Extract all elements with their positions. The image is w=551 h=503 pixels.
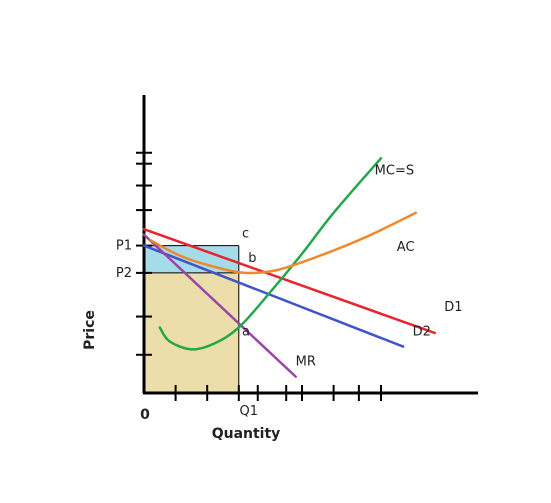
axis-ticks: Q1 P1 P2: [116, 151, 382, 419]
x-tick-label-q1: Q1: [240, 404, 259, 419]
chart-labels: Quantity Price 0 MC=S AC D1 D2 MR cb a: [82, 164, 462, 442]
series-d1: [142, 227, 436, 335]
annotation-mr: MR: [296, 355, 316, 370]
annotation-ac: AC: [397, 240, 415, 255]
y-tick-label-p1: P1: [116, 239, 132, 254]
series-mr: [142, 233, 297, 378]
origin-label: 0: [140, 407, 150, 423]
y-tick-label-p2: P2: [116, 266, 132, 281]
shaded-regions: [144, 245, 239, 393]
series-d2: [142, 244, 405, 348]
annotation-mc-s: MC=S: [375, 164, 414, 179]
region-cost: [144, 272, 239, 393]
annotation-d1: D1: [444, 300, 462, 315]
annotation-b: b: [248, 251, 256, 266]
annotation-c: c: [242, 226, 249, 241]
series-mc-s: [158, 156, 383, 351]
x-axis-label: Quantity: [212, 426, 281, 442]
series-lines: [142, 156, 436, 378]
series-ac: [149, 211, 418, 275]
annotation-a: a: [242, 325, 250, 340]
axes: [142, 95, 478, 395]
annotation-d2: D2: [413, 325, 431, 340]
y-axis-label: Price: [82, 310, 98, 350]
